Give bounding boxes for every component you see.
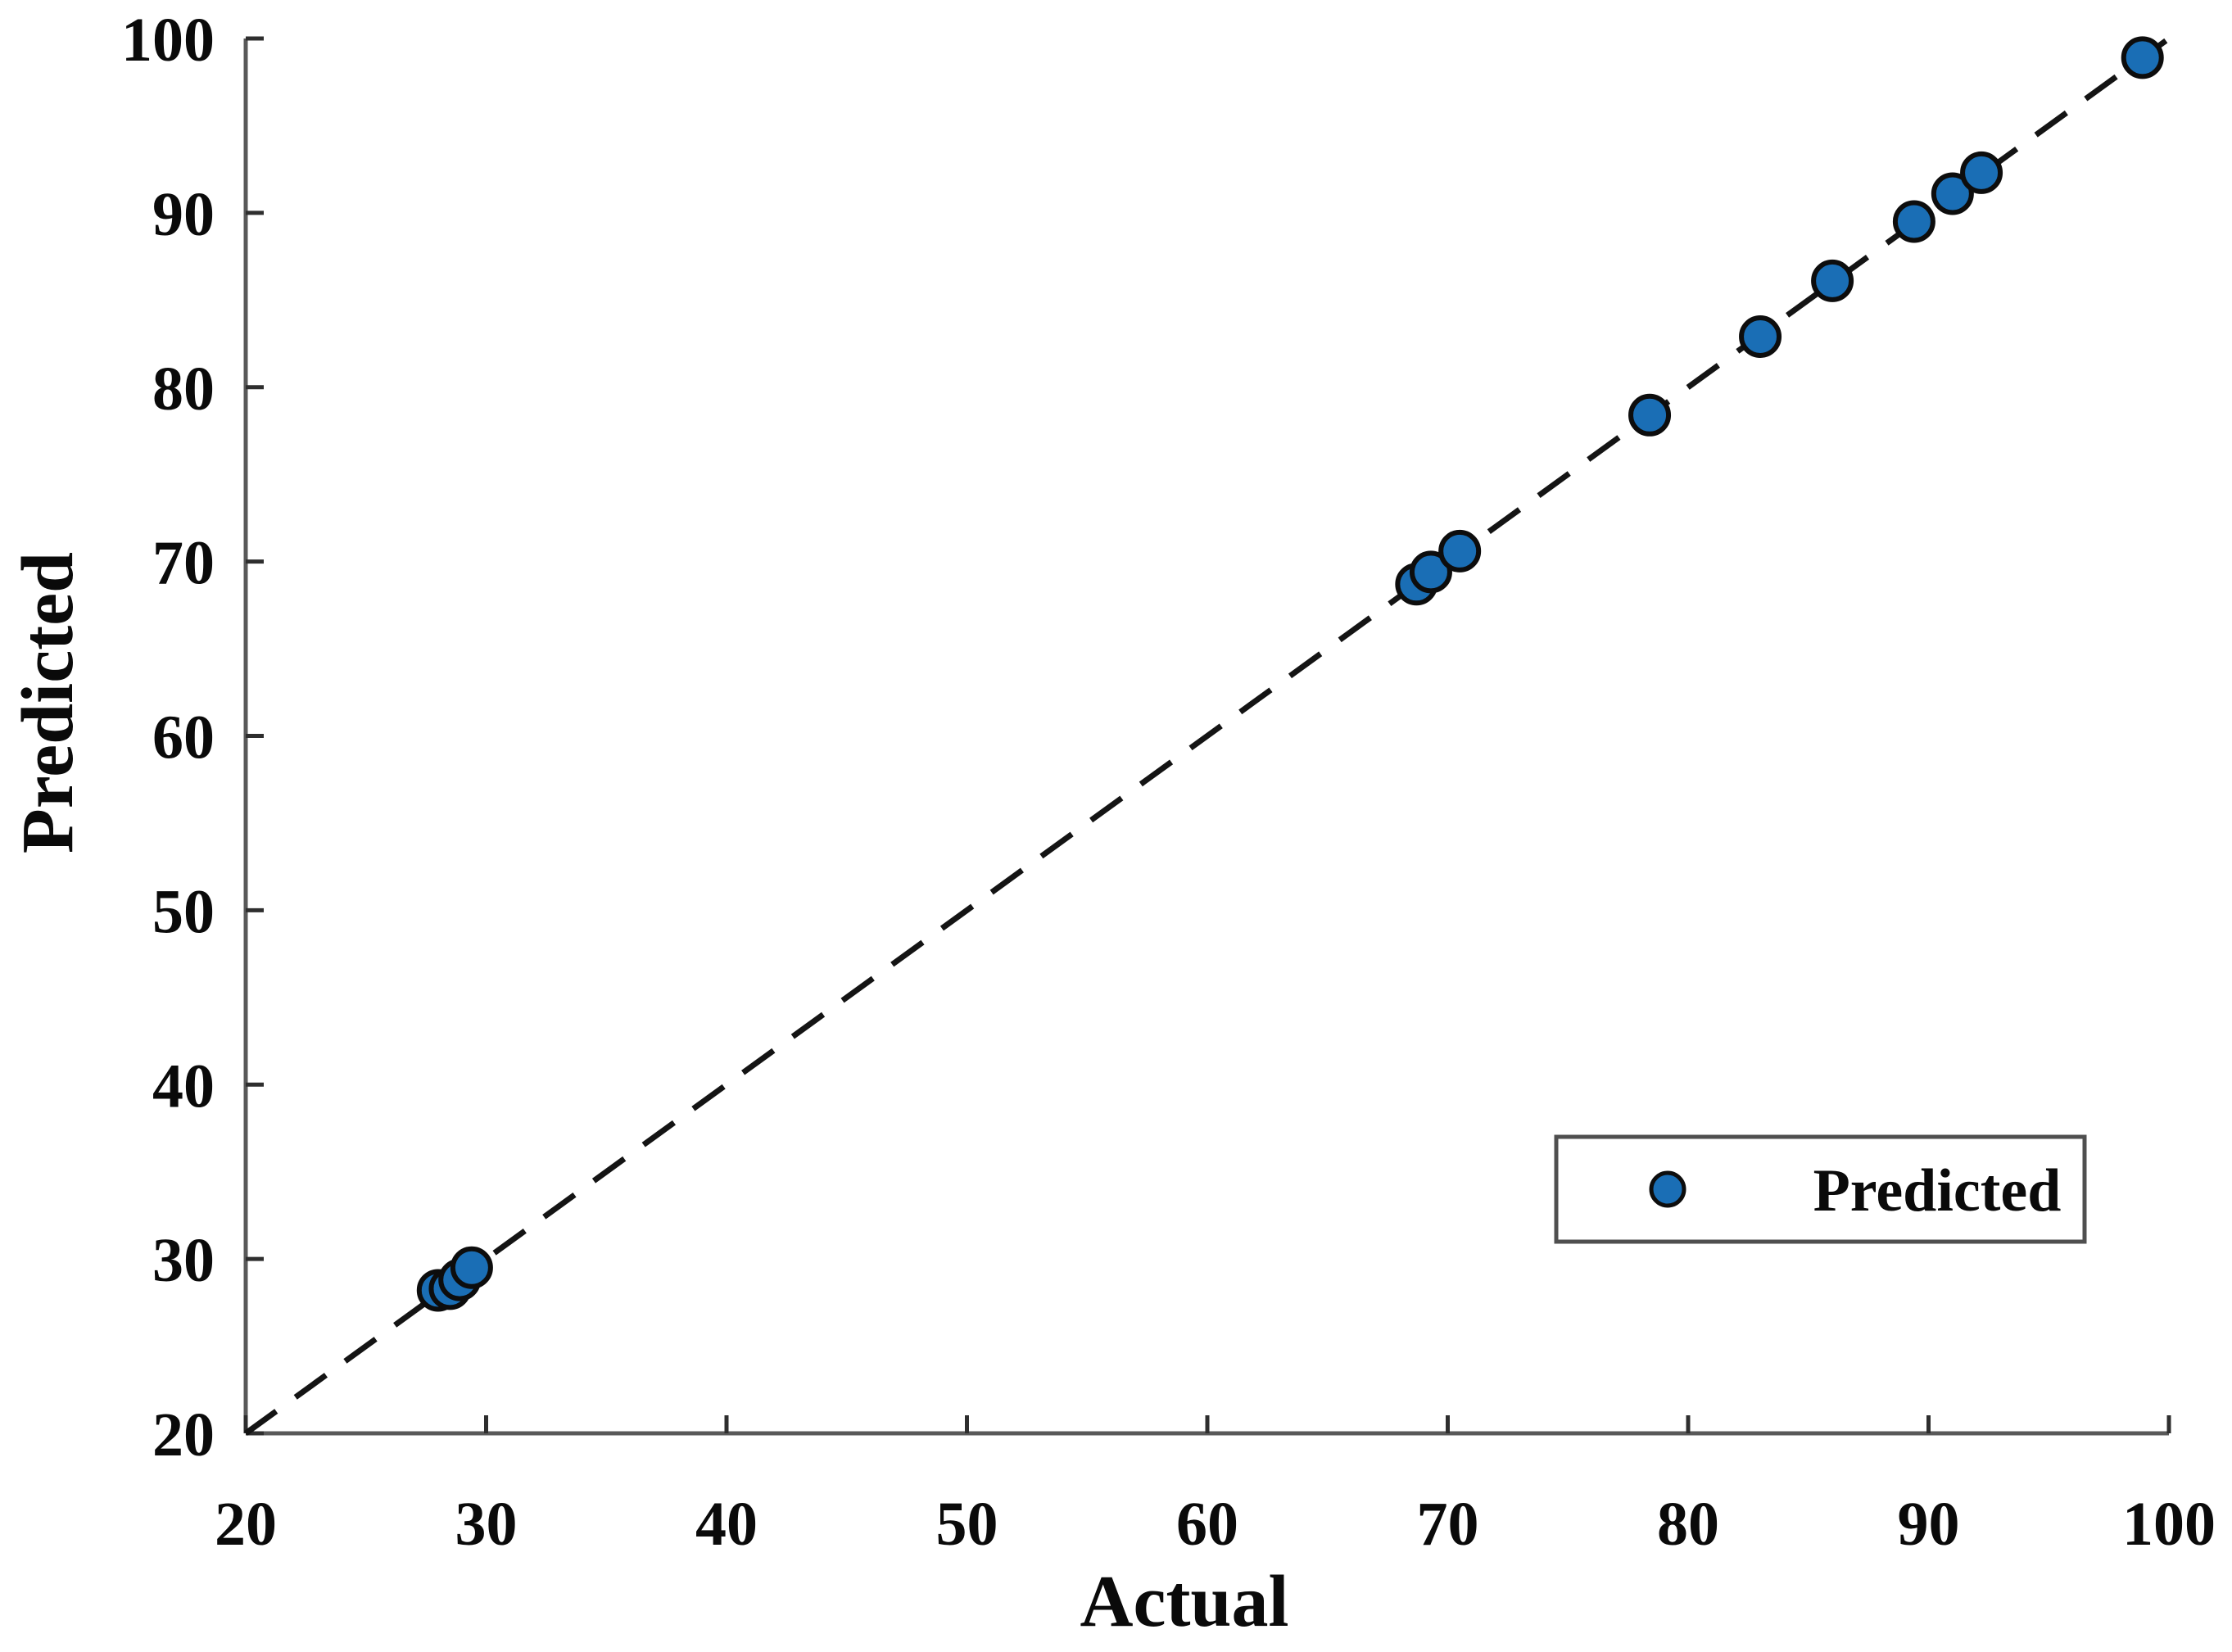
- data-point: [2121, 36, 2164, 79]
- x-axis-title: Actual: [1080, 1561, 1289, 1642]
- y-tick-label: 90: [152, 180, 215, 249]
- data-point: [1628, 393, 1672, 437]
- x-tick-label: 50: [936, 1490, 998, 1559]
- y-tick-label: 40: [152, 1052, 215, 1120]
- y-tick-label: 60: [152, 704, 215, 772]
- legend-marker-icon: [1649, 1170, 1686, 1208]
- x-tick-label: 100: [2122, 1490, 2216, 1559]
- legend-box: [1554, 1134, 2087, 1244]
- data-point: [1931, 172, 1974, 215]
- x-tick-label: 60: [1176, 1490, 1238, 1559]
- legend-entry-label: Predicted: [1813, 1157, 2062, 1224]
- y-tick-label: 100: [121, 6, 215, 75]
- y-tick-label: 70: [152, 529, 215, 598]
- x-tick-label: 20: [215, 1490, 277, 1559]
- x-tick-label: 80: [1657, 1490, 1719, 1559]
- data-point: [1438, 529, 1482, 573]
- data-point: [450, 1246, 493, 1289]
- data-point: [1960, 151, 2003, 194]
- legend: Predicted: [1554, 1134, 2087, 1244]
- data-point: [1739, 315, 1782, 359]
- x-tick-label: 70: [1417, 1490, 1479, 1559]
- x-tick-label: 90: [1898, 1490, 1960, 1559]
- y-tick-label: 50: [152, 877, 215, 946]
- y-axis-title: Predicted: [7, 552, 88, 853]
- y-tick-label: 80: [152, 355, 215, 423]
- y-tick-label: 20: [152, 1401, 215, 1469]
- x-tick-label: 30: [455, 1490, 518, 1559]
- axes-layer: 20 30 40 50 60 70 80 90 100 20 30 40 50 60 70 80 90 100: [121, 6, 2216, 1559]
- data-point: [1811, 259, 1854, 302]
- y-tick-label: 30: [152, 1226, 215, 1295]
- data-point: [1409, 550, 1452, 594]
- x-tick-label: 40: [695, 1490, 758, 1559]
- data-point: [1892, 200, 1935, 243]
- data-points-layer: [416, 36, 2164, 1312]
